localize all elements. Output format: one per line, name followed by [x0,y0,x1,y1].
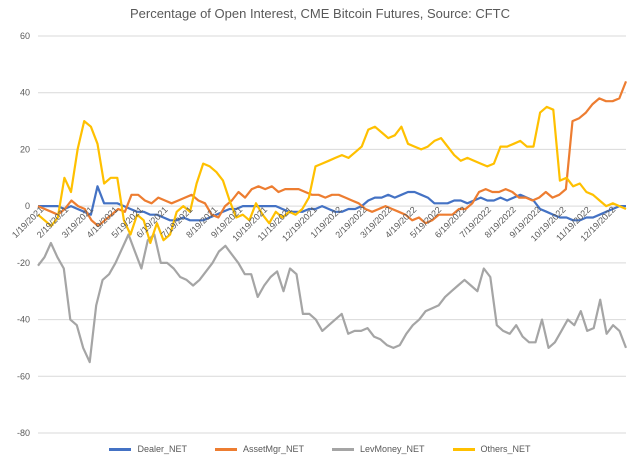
legend-item: Others_NET [452,444,531,454]
legend-label: Others_NET [480,444,531,454]
y-tick-label: 40 [20,88,30,98]
chart-legend: Dealer_NET AssetMgr_NET LevMoney_NET Others… [0,444,640,454]
y-tick-label: 20 [20,144,30,154]
legend-swatch [452,447,475,451]
y-tick-label: 0 [25,201,30,211]
legend-label: LevMoney_NET [360,444,425,454]
series-line-levmoney-net [37,233,628,364]
chart-title: Percentage of Open Interest, CME Bitcoin… [129,6,511,21]
chart-plot: 6040200-20-40-60-801/19/20212/19/20213/1… [10,31,628,438]
legend-swatch [214,447,237,451]
y-tick-label: -80 [17,428,30,438]
legend-item: Dealer_NET [109,444,187,454]
legend-item: LevMoney_NET [332,444,425,454]
legend-swatch [332,447,354,451]
legend-item: AssetMgr_NET [214,444,304,454]
legend-swatch [109,447,132,451]
y-tick-label: -40 [17,315,30,325]
y-tick-label: -20 [17,258,30,268]
legend-label: Dealer_NET [137,444,187,454]
legend-label: AssetMgr_NET [242,444,304,454]
series-line-others-net [37,105,627,245]
y-tick-label: -60 [17,371,30,381]
series-line-assetmgr-net [37,80,628,228]
y-tick-label: 60 [20,31,30,41]
